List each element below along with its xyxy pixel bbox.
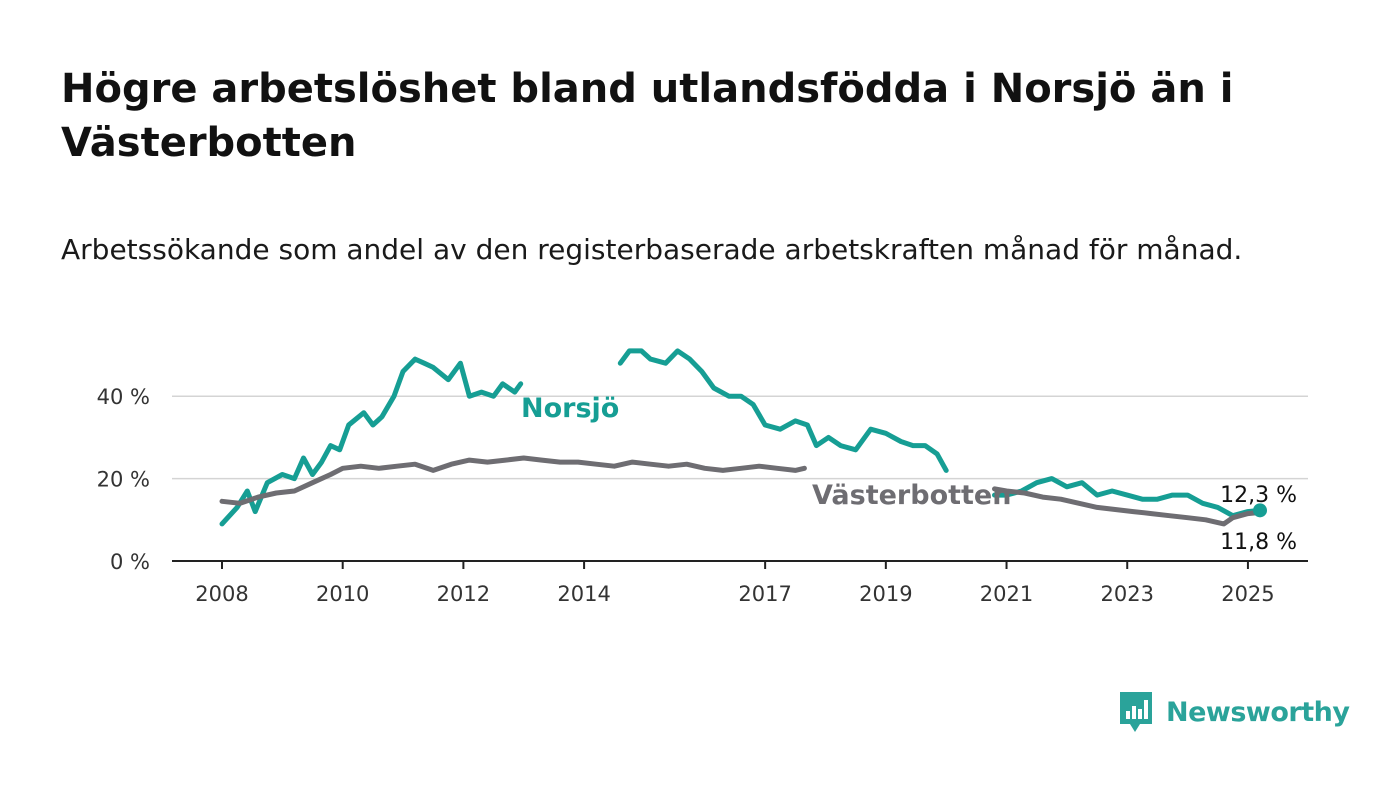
newsworthy-logo-icon	[1120, 692, 1152, 732]
series-label-vasterbotten: Västerbotten	[812, 480, 1011, 511]
x-axis: 2008 2010 2012 2014 2017 2019 2021 2023 2025	[172, 560, 1308, 606]
end-point-norsjo	[1253, 503, 1267, 518]
chart-title: Högre arbetslöshet bland utlandsfödda i …	[61, 66, 1234, 166]
y-tick-label: 20 %	[97, 468, 150, 492]
y-tick-label: 40 %	[97, 385, 150, 409]
series-line-norsjö	[992, 476, 1263, 519]
brand-name: Newsworthy	[1166, 696, 1350, 728]
x-tick-label: 2017	[738, 582, 791, 606]
x-tick-label: 2010	[316, 582, 369, 606]
end-label-vasterbotten: 11,8 %	[1220, 530, 1297, 555]
x-tick-label: 2012	[437, 582, 490, 606]
x-tick-label: 2025	[1221, 582, 1274, 606]
y-axis: 0 % 20 % 40 %	[97, 385, 150, 574]
end-label-norsjo: 12,3 %	[1220, 483, 1297, 508]
x-tick-label: 2019	[859, 582, 912, 606]
series-line-västerbotten	[219, 455, 807, 506]
brand: Newsworthy	[1118, 690, 1350, 734]
y-tick-label: 0 %	[110, 550, 150, 574]
series-line-norsjö	[219, 356, 524, 527]
chart-subtitle: Arbetssökande som andel av den registerb…	[61, 233, 1243, 266]
series-label-norsjo: Norsjö	[521, 393, 619, 424]
series-group	[219, 348, 1263, 527]
x-tick-label: 2021	[980, 582, 1033, 606]
x-tick-label: 2014	[557, 582, 610, 606]
series-labels: Norsjö Västerbotten 12,3 % 11,8 %	[521, 393, 1297, 555]
x-tick-label: 2023	[1101, 582, 1154, 606]
series-line-norsjö	[617, 348, 949, 473]
x-tick-label: 2008	[195, 582, 248, 606]
series-line-västerbotten	[992, 486, 1263, 527]
